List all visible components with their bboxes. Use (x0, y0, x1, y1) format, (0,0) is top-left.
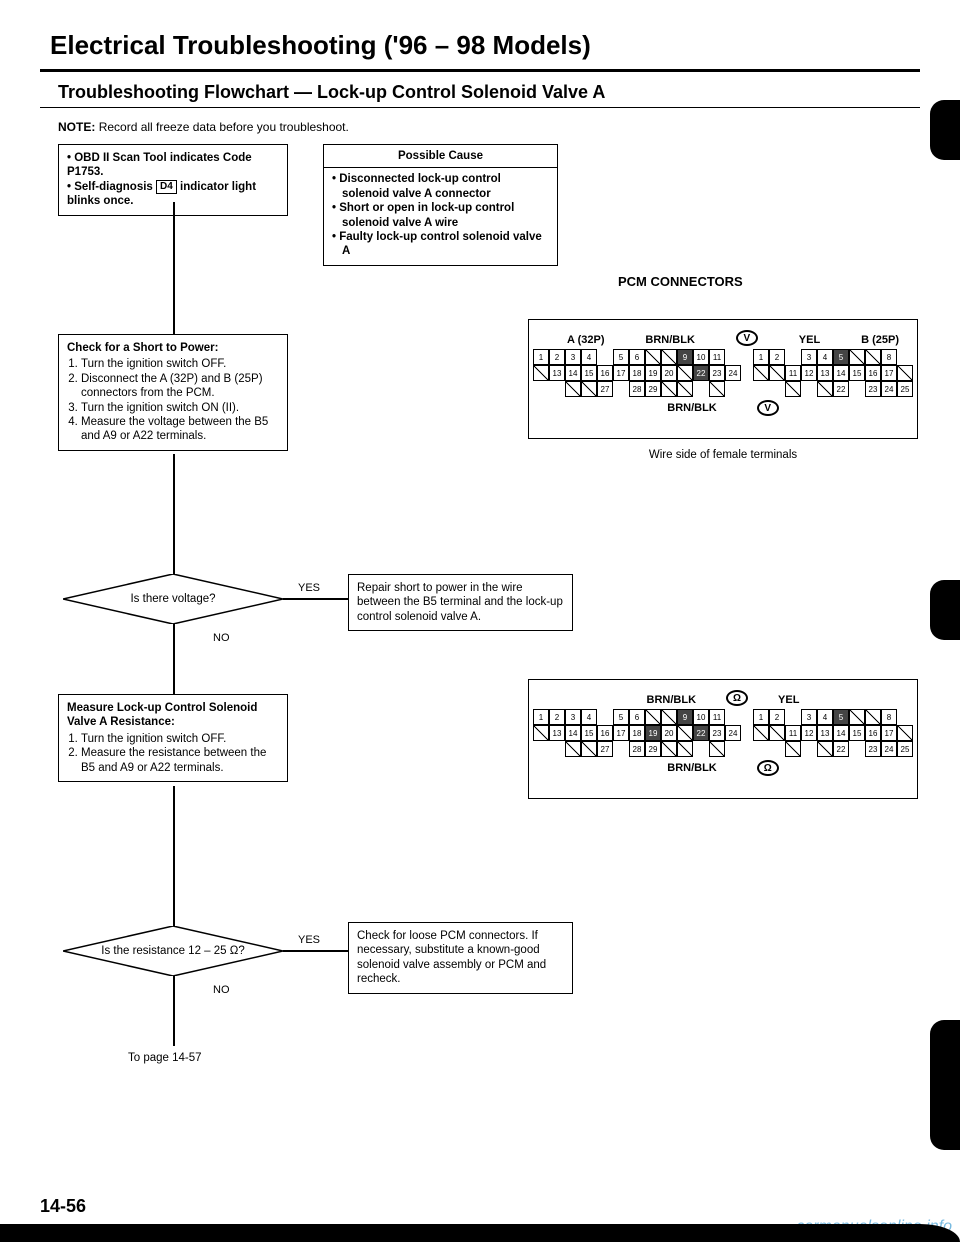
flow-line (173, 976, 175, 1046)
divider-thin (40, 107, 920, 108)
decision-resistance: Is the resistance 12 – 25 Ω? (63, 926, 283, 976)
meter-v-icon: V (736, 330, 758, 346)
flow-line (283, 598, 348, 600)
wire-label: YEL (778, 694, 799, 706)
cause-header: Possible Cause (324, 145, 557, 168)
cause-item: • Disconnected lock-up control solenoid … (332, 172, 549, 201)
conn1-caption: Wire side of female terminals (618, 449, 828, 461)
connector-diagram-2: BRN/BLK Ω YEL 1234 5691011 1314151617181… (528, 679, 918, 799)
check-short-step: Turn the ignition switch ON (II). (81, 401, 279, 415)
check-short-step: Disconnect the A (32P) and B (25P) conne… (81, 372, 279, 401)
connector-b-pins-2: 123458 11121314151617 22232425 (753, 709, 913, 757)
box-measure: Measure Lock-up Control Solenoid Valve A… (58, 694, 288, 782)
flow-line (173, 786, 175, 926)
note-label: NOTE: (58, 120, 95, 134)
main-title: Electrical Troubleshooting ('96 – 98 Mod… (40, 30, 920, 61)
cause-item: • Faulty lock-up control solenoid valve … (332, 230, 549, 259)
wire-label: BRN/BLK (667, 402, 717, 414)
flow-line (283, 950, 348, 952)
flowchart-area: • OBD II Scan Tool indicates Code P1753.… (58, 144, 920, 1144)
check-short-title: Check for a Short to Power: (67, 341, 279, 355)
start-line1: • OBD II Scan Tool indicates Code P1753. (67, 151, 279, 180)
box-check-loose: Check for loose PCM connectors. If neces… (348, 922, 573, 994)
label-no: NO (213, 632, 230, 644)
divider-thick (40, 69, 920, 72)
decision-resistance-text: Is the resistance 12 – 25 Ω? (63, 926, 283, 976)
measure-step: Turn the ignition switch OFF. (81, 732, 279, 746)
start-line2-pre: • Self-diagnosis (67, 181, 156, 193)
flow-line (173, 454, 175, 574)
meter-ohm-icon: Ω (757, 760, 779, 776)
flow-line (173, 202, 175, 334)
flow-line (173, 624, 175, 694)
label-no: NO (213, 984, 230, 996)
connector-b-pins: 123458 11121314151617 22232425 (753, 349, 913, 397)
decision-voltage-text: Is there voltage? (63, 574, 283, 624)
wire-label: BRN/BLK (667, 762, 717, 774)
box-check-short: Check for a Short to Power: Turn the ign… (58, 334, 288, 451)
meter-v-icon: V (757, 400, 779, 416)
cause-item: • Short or open in lock-up control solen… (332, 201, 549, 230)
wire-label: YEL (799, 334, 820, 346)
note-line: NOTE: Record all freeze data before you … (40, 120, 920, 134)
wire-label: BRN/BLK (647, 694, 697, 706)
d4-icon: D4 (156, 180, 177, 194)
measure-title: Measure Lock-up Control Solenoid Valve A… (67, 701, 279, 730)
pcm-connectors-title: PCM CONNECTORS (618, 274, 743, 289)
page-number: 14-56 (40, 1196, 86, 1217)
connector-diagram-1: A (32P) BRN/BLK V YEL B (25P) 1234 56910… (528, 319, 918, 439)
check-short-step: Turn the ignition switch OFF. (81, 357, 279, 371)
measure-step: Measure the resistance between the B5 an… (81, 746, 279, 775)
wire-label: BRN/BLK (645, 334, 695, 346)
meter-ohm-icon: Ω (726, 690, 748, 706)
conn-a-label: A (32P) (567, 334, 605, 346)
decision-voltage: Is there voltage? (63, 574, 283, 624)
box-repair-short: Repair short to power in the wire betwee… (348, 574, 573, 631)
connector-a-pins-2: 1234 5691011 1314151617181920222324 2728… (533, 709, 741, 757)
box-cause: Possible Cause • Disconnected lock-up co… (323, 144, 558, 266)
label-yes: YES (298, 582, 320, 594)
page-bottom-edge (0, 1224, 960, 1242)
to-page: To page 14-57 (128, 1052, 202, 1064)
connector-a-pins: 1234 5691011 1314151617181920222324 2728… (533, 349, 741, 397)
note-text: Record all freeze data before you troubl… (99, 120, 349, 134)
conn-b-label: B (25P) (861, 334, 899, 346)
label-yes: YES (298, 934, 320, 946)
check-short-step: Measure the voltage between the B5 and A… (81, 415, 279, 444)
sub-title: Troubleshooting Flowchart — Lock-up Cont… (40, 82, 920, 103)
